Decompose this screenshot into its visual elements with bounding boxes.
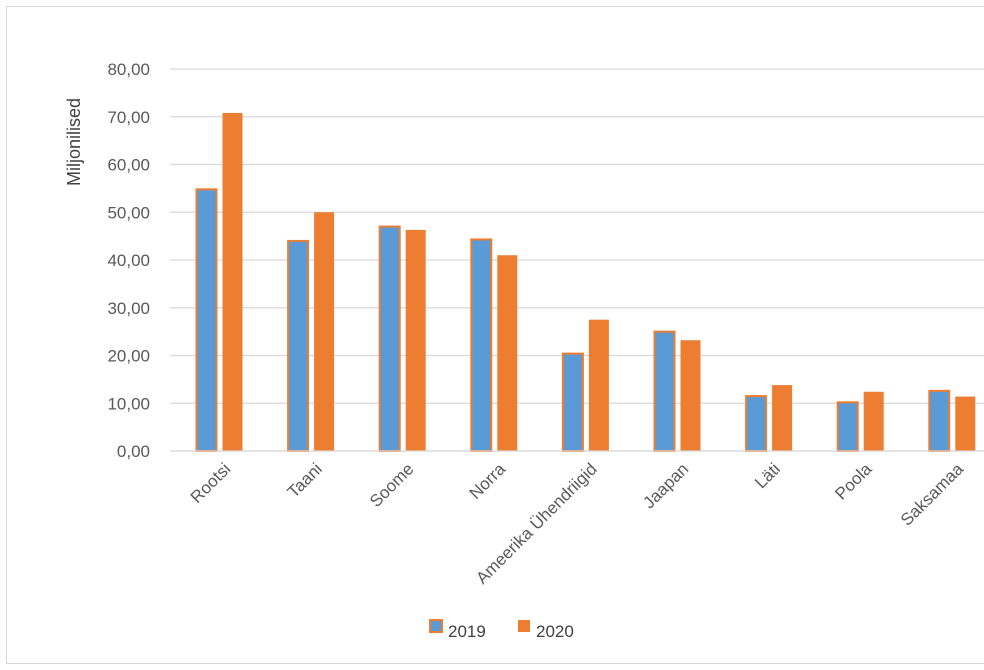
bar-2019-1	[287, 239, 310, 452]
bar-2020-8	[955, 396, 976, 451]
bar-2020-4	[588, 319, 609, 451]
bar-2020-3	[497, 255, 518, 451]
legend-label-2019: 2019	[448, 622, 486, 641]
legend-label-2020: 2020	[536, 622, 574, 641]
bar-2019-3	[470, 238, 493, 452]
category-label: Poola	[831, 459, 876, 504]
legend-swatch-2019	[429, 619, 443, 633]
bar-2019-5	[653, 330, 676, 452]
bar-2020-0	[222, 112, 243, 452]
y-axis-tick-labels: 0,00 10,00 20,00 30,00 40,00 50,00 60,00 70,00 8…	[107, 60, 150, 461]
y-tick-label: 0,00	[117, 442, 150, 461]
bar-2020-2	[405, 229, 426, 451]
bar-2019-2	[378, 225, 401, 452]
bar-2019-6	[745, 395, 768, 452]
bar-2019-4	[561, 352, 584, 452]
category-label: Läti	[751, 459, 784, 492]
y-tick-label: 80,00	[107, 60, 150, 79]
category-label: Jaapan	[639, 459, 692, 512]
bar-2020-1	[314, 212, 335, 451]
y-axis-title: Miljonilised	[64, 98, 84, 186]
bar-2020-6	[772, 385, 793, 451]
category-label: Saksamaa	[897, 459, 968, 530]
bar-2020-5	[680, 340, 701, 451]
category-label: Rootsi	[187, 459, 235, 507]
y-tick-label: 20,00	[107, 347, 150, 366]
legend-swatch-2020	[518, 620, 530, 632]
bar-2019-8	[928, 389, 951, 452]
category-label: Soome	[366, 459, 418, 511]
bar-2019-0	[195, 188, 218, 453]
category-label: Norra	[466, 459, 510, 503]
chart-area	[6, 6, 984, 664]
bar-2020-7	[863, 391, 884, 451]
y-tick-label: 50,00	[107, 203, 150, 222]
y-tick-label: 70,00	[107, 108, 150, 127]
y-tick-label: 40,00	[107, 251, 150, 270]
bars	[170, 112, 984, 453]
y-tick-label: 10,00	[107, 394, 150, 413]
y-tick-label: 60,00	[107, 156, 150, 175]
category-label: Taani	[284, 459, 326, 501]
bar-2019-7	[836, 401, 859, 453]
legend: 2019 2020	[429, 619, 574, 641]
y-tick-label: 30,00	[107, 299, 150, 318]
